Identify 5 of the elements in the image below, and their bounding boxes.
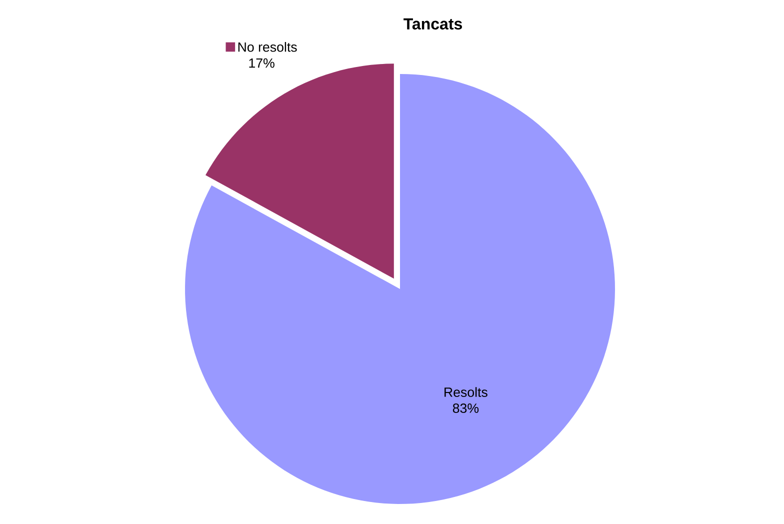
slice-label: Resolts bbox=[444, 387, 488, 397]
data-label: 83% bbox=[452, 404, 479, 413]
legend-label: No resolts bbox=[238, 42, 297, 52]
data-label: 17% bbox=[249, 58, 274, 68]
chart-title: Tancats bbox=[404, 18, 462, 30]
